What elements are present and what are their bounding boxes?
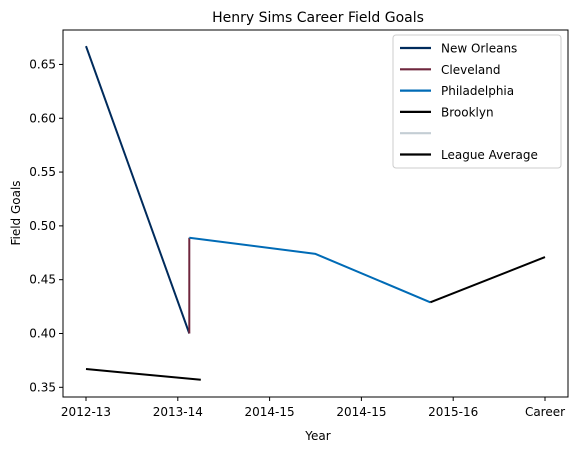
y-tick-label: 0.40 xyxy=(29,327,56,341)
legend-label: Philadelphia xyxy=(441,84,514,98)
x-tick-label: 2014-15 xyxy=(245,405,295,419)
legend-frame xyxy=(392,34,562,169)
plot-lines xyxy=(85,45,546,381)
y-tick-label: 0.50 xyxy=(29,219,56,233)
series-line-2 xyxy=(189,236,431,304)
x-tick-label: 2013-14 xyxy=(153,405,203,419)
y-tick-label: 0.55 xyxy=(29,165,56,179)
legend-label: Cleveland xyxy=(441,63,501,77)
series-line-5 xyxy=(85,368,201,381)
y-tick-label: 0.65 xyxy=(29,57,56,71)
y-tick-label: 0.35 xyxy=(29,380,56,394)
series-line-3 xyxy=(429,256,546,304)
legend-label: Brooklyn xyxy=(441,105,494,119)
x-axis: 2012-13 2013-14 2014-15 2014-15 2015-16 Caree… xyxy=(61,397,565,419)
x-tick-label: Career xyxy=(525,405,565,419)
x-tick-label: 2014-15 xyxy=(336,405,386,419)
x-tick-label: 2015-16 xyxy=(428,405,478,419)
legend: New Orleans Cleveland Philadelphia Brooklyn… xyxy=(392,34,562,169)
y-tick-label: 0.60 xyxy=(29,111,56,125)
y-axis-label: Field Goals xyxy=(9,180,23,245)
chart-title: Henry Sims Career Field Goals xyxy=(212,10,424,26)
x-axis-label: Year xyxy=(304,429,330,443)
legend-label: New Orleans xyxy=(441,42,517,56)
legend-label: League Average xyxy=(441,148,538,162)
x-tick-label: 2012-13 xyxy=(61,405,111,419)
y-tick-label: 0.45 xyxy=(29,273,56,287)
plot-frame xyxy=(62,29,569,398)
y-axis: 0.35 0.40 0.45 0.50 0.55 0.60 0.65 xyxy=(29,57,63,394)
series-line-0 xyxy=(85,45,191,334)
